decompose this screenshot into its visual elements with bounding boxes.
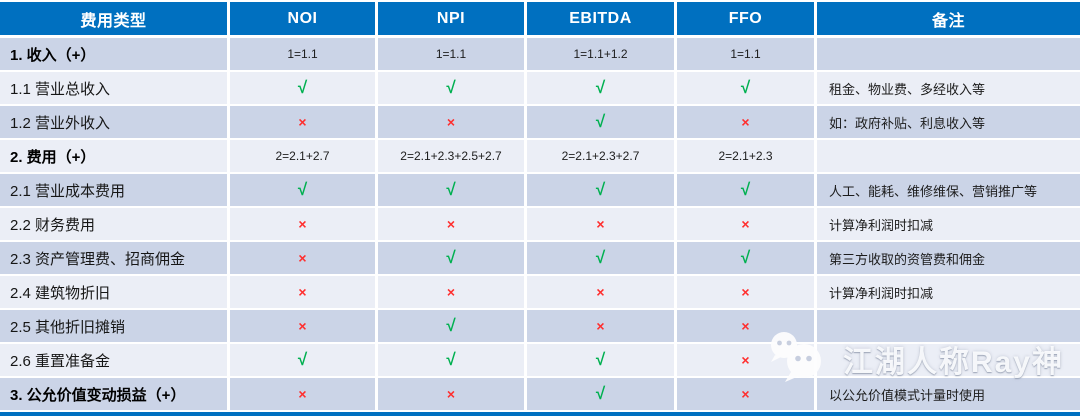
row-label: 1. 收入（+） xyxy=(0,38,230,72)
cell-ebitda: 2=2.1+2.3+2.7 xyxy=(527,140,677,174)
row-label: 2. 费用（+） xyxy=(0,140,230,174)
cell-ffo: × xyxy=(677,310,817,344)
table-row: 2.2 财务费用 × × × × 计算净利润时扣减 xyxy=(0,208,1080,242)
remark-cell: 计算净利润时扣减 xyxy=(817,276,1080,310)
header-row: 费用类型 NOI NPI EBITDA FFO 备注 xyxy=(0,2,1080,38)
cell-ffo: × xyxy=(677,106,817,140)
header-cell-ffo: FFO xyxy=(677,2,817,38)
row-label: 3. 公允价值变动损益（+） xyxy=(0,378,230,412)
cell-ffo: × xyxy=(677,344,817,378)
cell-npi: × xyxy=(378,106,527,140)
row-label: 2.4 建筑物折旧 xyxy=(0,276,230,310)
cell-noi: × xyxy=(230,378,378,412)
table-row: 2.3 资产管理费、招商佣金 × √ √ √ 第三方收取的资管费和佣金 xyxy=(0,242,1080,276)
remark-cell: 如：政府补贴、利息收入等 xyxy=(817,106,1080,140)
cell-npi: 1=1.1 xyxy=(378,38,527,72)
cell-ffo: √ xyxy=(677,242,817,276)
cell-noi: × xyxy=(230,276,378,310)
remark-cell: 人工、能耗、维修维保、营销推广等 xyxy=(817,174,1080,208)
header-cell-expense-type: 费用类型 xyxy=(0,2,230,38)
table-row: 3. 公允价值变动损益（+） × × √ × 以公允价值模式计量时使用 xyxy=(0,378,1080,412)
cell-ffo: 2=2.1+2.3 xyxy=(677,140,817,174)
remark-cell: 计算净利润时扣减 xyxy=(817,208,1080,242)
cell-ffo: 1=1.1 xyxy=(677,38,817,72)
cell-npi: √ xyxy=(378,174,527,208)
cell-ffo: × xyxy=(677,208,817,242)
table-row: 2.6 重置准备金 √ √ √ × xyxy=(0,344,1080,378)
table-bottom-border xyxy=(0,412,1080,416)
cell-noi: 1=1.1 xyxy=(230,38,378,72)
row-label: 2.2 财务费用 xyxy=(0,208,230,242)
cell-noi: 2=2.1+2.7 xyxy=(230,140,378,174)
header-cell-remark: 备注 xyxy=(817,2,1080,38)
cell-ebitda: 1=1.1+1.2 xyxy=(527,38,677,72)
cell-npi: × xyxy=(378,378,527,412)
cell-ffo: × xyxy=(677,378,817,412)
remark-cell: 租金、物业费、多经收入等 xyxy=(817,72,1080,106)
cell-ebitda: × xyxy=(527,276,677,310)
header-cell-npi: NPI xyxy=(378,2,527,38)
cell-npi: √ xyxy=(378,344,527,378)
remark-cell xyxy=(817,38,1080,72)
table-row: 1.1 营业总收入 √ √ √ √ 租金、物业费、多经收入等 xyxy=(0,72,1080,106)
table-row: 1. 收入（+） 1=1.1 1=1.1 1=1.1+1.2 1=1.1 xyxy=(0,38,1080,72)
header-cell-noi: NOI xyxy=(230,2,378,38)
remark-cell xyxy=(817,140,1080,174)
cell-noi: √ xyxy=(230,72,378,106)
cell-noi: √ xyxy=(230,344,378,378)
cell-ebitda: √ xyxy=(527,242,677,276)
cell-ebitda: √ xyxy=(527,378,677,412)
row-label: 1.1 营业总收入 xyxy=(0,72,230,106)
cell-ebitda: × xyxy=(527,208,677,242)
cell-noi: √ xyxy=(230,174,378,208)
cell-ffo: √ xyxy=(677,174,817,208)
table-row: 1.2 营业外收入 × × √ × 如：政府补贴、利息收入等 xyxy=(0,106,1080,140)
cell-npi: × xyxy=(378,276,527,310)
table-row: 2.1 营业成本费用 √ √ √ √ 人工、能耗、维修维保、营销推广等 xyxy=(0,174,1080,208)
header-cell-ebitda: EBITDA xyxy=(527,2,677,38)
cell-ebitda: √ xyxy=(527,344,677,378)
remark-cell: 以公允价值模式计量时使用 xyxy=(817,378,1080,412)
cell-ffo: √ xyxy=(677,72,817,106)
cell-npi: √ xyxy=(378,242,527,276)
remark-cell xyxy=(817,310,1080,344)
cell-ebitda: √ xyxy=(527,106,677,140)
cell-ebitda: √ xyxy=(527,72,677,106)
table-body: 1. 收入（+） 1=1.1 1=1.1 1=1.1+1.2 1=1.1 1.1 营业总收… xyxy=(0,38,1080,412)
cell-noi: × xyxy=(230,310,378,344)
cell-noi: × xyxy=(230,208,378,242)
cell-npi: × xyxy=(378,208,527,242)
table-row: 2.4 建筑物折旧 × × × × 计算净利润时扣减 xyxy=(0,276,1080,310)
cell-npi: √ xyxy=(378,72,527,106)
row-label: 1.2 营业外收入 xyxy=(0,106,230,140)
table-row: 2. 费用（+） 2=2.1+2.7 2=2.1+2.3+2.5+2.7 2=2.1+… xyxy=(0,140,1080,174)
cell-noi: × xyxy=(230,106,378,140)
row-label: 2.5 其他折旧摊销 xyxy=(0,310,230,344)
row-label: 2.1 营业成本费用 xyxy=(0,174,230,208)
row-label: 2.3 资产管理费、招商佣金 xyxy=(0,242,230,276)
cell-noi: × xyxy=(230,242,378,276)
remark-cell xyxy=(817,344,1080,378)
cell-ebitda: × xyxy=(527,310,677,344)
cell-ffo: × xyxy=(677,276,817,310)
row-label: 2.6 重置准备金 xyxy=(0,344,230,378)
remark-cell: 第三方收取的资管费和佣金 xyxy=(817,242,1080,276)
cell-ebitda: √ xyxy=(527,174,677,208)
cell-npi: 2=2.1+2.3+2.5+2.7 xyxy=(378,140,527,174)
cell-npi: √ xyxy=(378,310,527,344)
table-row: 2.5 其他折旧摊销 × √ × × xyxy=(0,310,1080,344)
